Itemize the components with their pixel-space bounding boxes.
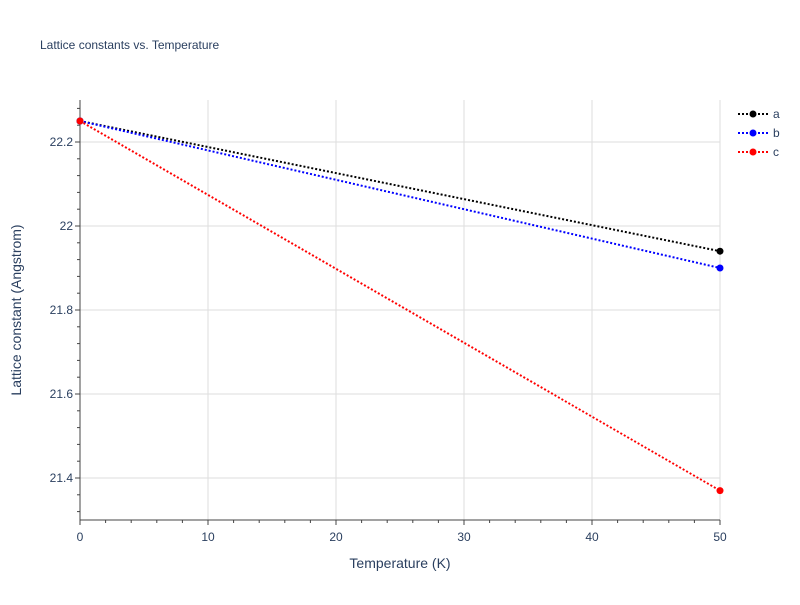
legend-c-label[interactable]: c <box>773 145 779 159</box>
series-b-point[interactable] <box>716 264 724 272</box>
y-axis-title: Lattice constant (Angstrom) <box>8 224 24 395</box>
x-axis-title: Temperature (K) <box>349 555 450 571</box>
x-tick-label: 0 <box>77 530 84 544</box>
legend-a-swatch-marker[interactable] <box>749 110 757 118</box>
series-b-line <box>79 120 721 269</box>
y-tick-label: 22.2 <box>50 135 74 149</box>
series-c-point[interactable] <box>76 117 84 125</box>
x-tick-label: 30 <box>457 530 471 544</box>
series-c-point[interactable] <box>716 487 724 495</box>
y-tick-label: 21.8 <box>50 303 74 317</box>
series-a-point[interactable] <box>716 247 724 255</box>
x-tick-label: 50 <box>713 530 727 544</box>
x-tick-label: 10 <box>201 530 215 544</box>
series-c-line <box>79 120 721 492</box>
legend-c-swatch-marker[interactable] <box>749 148 757 156</box>
series-a-line <box>79 120 721 253</box>
chart-title: Lattice constants vs. Temperature <box>40 38 220 52</box>
y-tick-label: 22 <box>60 219 74 233</box>
x-tick-label: 40 <box>585 530 599 544</box>
legend-b-label[interactable]: b <box>773 126 780 140</box>
legend-b-swatch-marker[interactable] <box>749 129 757 137</box>
y-tick-label: 21.4 <box>50 471 74 485</box>
y-tick-label: 21.6 <box>50 387 74 401</box>
legend-a-label[interactable]: a <box>773 107 780 121</box>
x-tick-label: 20 <box>329 530 343 544</box>
